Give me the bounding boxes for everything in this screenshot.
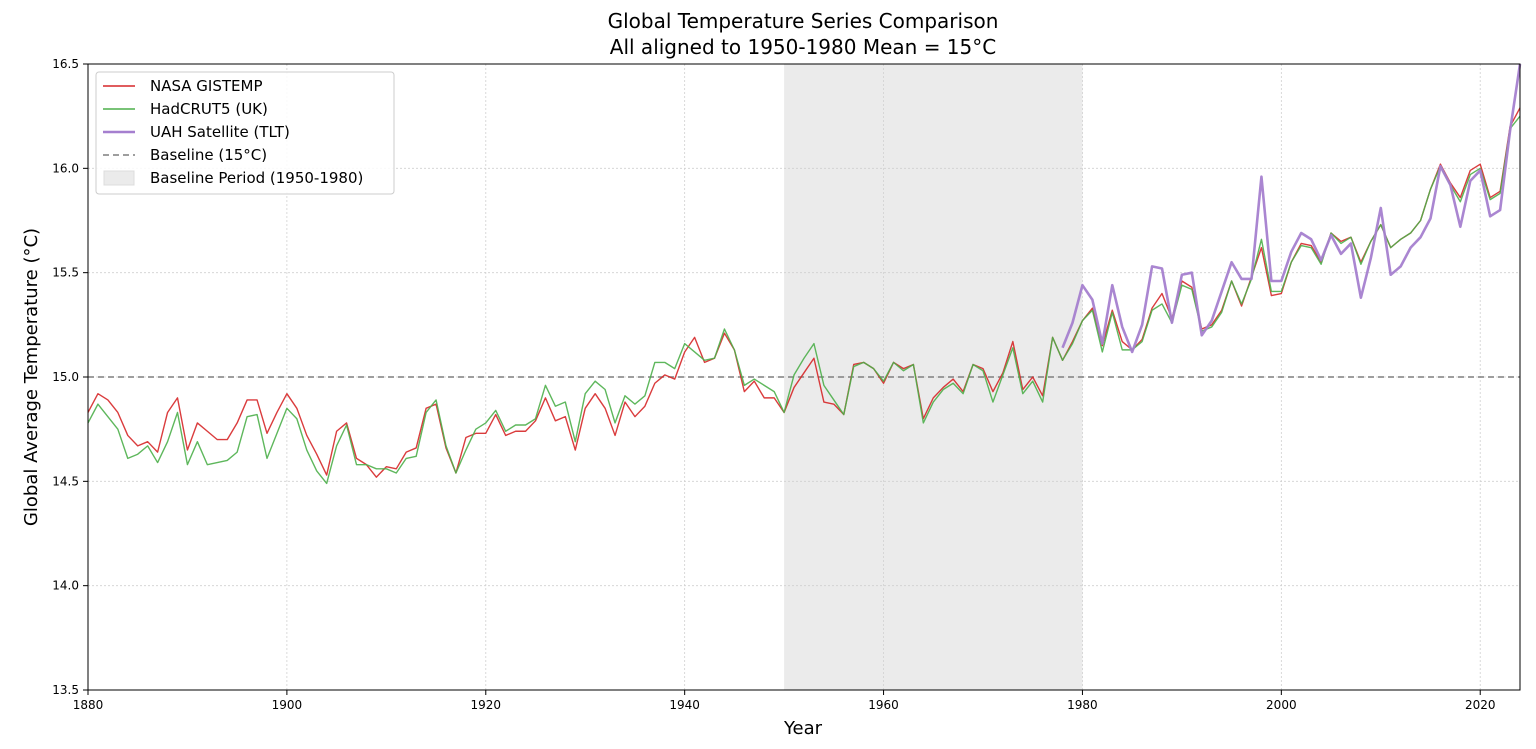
y-tick-label: 15.0 [52, 370, 79, 384]
y-tick-label: 15.5 [52, 266, 79, 280]
y-tick-label: 14.0 [52, 579, 79, 593]
series-line-uah-satellite [1061, 63, 1522, 354]
series-line-nasa-gistemp [87, 107, 1521, 478]
series-line-hadcrut5 [87, 115, 1521, 485]
legend-label-uah: UAH Satellite (TLT) [150, 123, 290, 141]
chart-title: Global Temperature Series Comparison [608, 9, 999, 33]
legend-label-nasa: NASA GISTEMP [150, 77, 263, 95]
x-axis-label: Year [783, 718, 823, 739]
y-axis-label: Global Average Temperature (°C) [21, 228, 42, 526]
legend-label-baseline-period: Baseline Period (1950-1980) [150, 169, 363, 187]
legend: NASA GISTEMP HadCRUT5 (UK) UAH Satellite… [95, 71, 395, 195]
legend-label-hadcrut: HadCRUT5 (UK) [150, 100, 268, 118]
tick-layer: 1880 1900 1920 1940 1960 1980 2000 2020 13.5 14.0… [52, 57, 1495, 712]
x-tick-label: 1900 [272, 698, 303, 712]
legend-label-baseline: Baseline (15°C) [150, 146, 267, 164]
x-tick-label: 1960 [868, 698, 899, 712]
x-tick-label: 1920 [471, 698, 502, 712]
x-tick-label: 1880 [73, 698, 104, 712]
chart-subtitle: All aligned to 1950-1980 Mean = 15°C [610, 35, 996, 59]
y-tick-label: 16.0 [52, 161, 79, 175]
y-tick-label: 13.5 [52, 683, 79, 697]
x-tick-label: 2020 [1465, 698, 1496, 712]
x-tick-label: 2000 [1266, 698, 1297, 712]
legend-box [95, 71, 395, 195]
series-layer [87, 63, 1522, 485]
y-tick-label: 14.5 [52, 474, 79, 488]
x-tick-label: 1980 [1067, 698, 1098, 712]
x-tick-label: 1940 [669, 698, 700, 712]
legend-swatch-baseline-period [103, 170, 135, 186]
y-tick-label: 16.5 [52, 57, 79, 71]
